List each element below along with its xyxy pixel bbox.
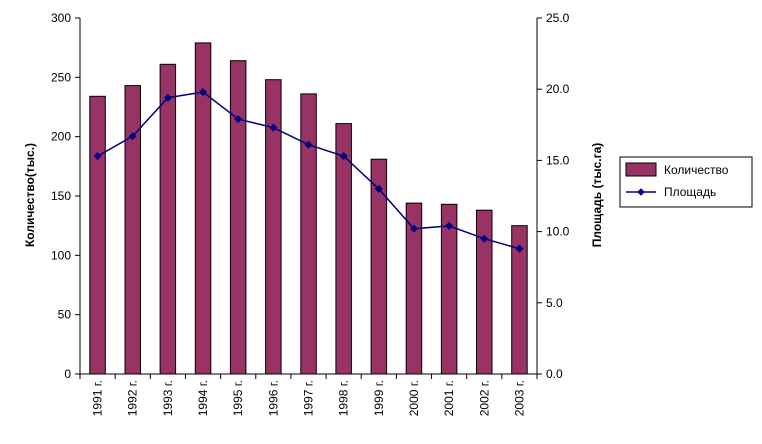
- legend-marker: [637, 188, 645, 196]
- y2-tick-label: 20.0: [546, 82, 570, 96]
- legend-label-line: Площадь: [664, 185, 716, 199]
- line-point: [409, 224, 419, 233]
- bar-series: [89, 42, 528, 375]
- y-tick-label: 300: [51, 11, 71, 25]
- line-point: [480, 234, 489, 243]
- x-tick-label: 2000 г.: [407, 380, 421, 416]
- x-tick-label: 1997 г.: [302, 380, 316, 416]
- legend-label-bars: Количество: [664, 163, 729, 177]
- legend: Количество Площадь: [619, 156, 753, 208]
- y2-tick-label: 15.0: [546, 153, 570, 167]
- bar: [124, 85, 141, 375]
- axes: [75, 17, 542, 379]
- bar: [89, 95, 106, 375]
- line-point: [444, 221, 454, 231]
- x-tick-label: 1994 г.: [196, 380, 210, 416]
- y-tick-label: 200: [51, 130, 71, 144]
- y2-axis-title: Площадь (тыс.га): [590, 143, 604, 248]
- y-tick-label: 250: [51, 70, 71, 84]
- y2-tick-label: 10.0: [546, 225, 570, 239]
- bar: [229, 60, 247, 375]
- line-point: [339, 151, 348, 161]
- line-point: [93, 151, 102, 161]
- line-point: [515, 244, 524, 253]
- x-tick-label: 2003 г.: [512, 380, 526, 416]
- x-tick-label: 1996 г.: [266, 380, 280, 416]
- y-tick-label: 50: [58, 308, 72, 322]
- y2-tick-label: 25.0: [546, 11, 570, 25]
- y-tick-label: 150: [51, 189, 71, 203]
- line-point: [198, 87, 208, 97]
- y-axis-title: Количество(тыс.): [23, 143, 37, 247]
- y-tick-label: 0: [64, 367, 71, 381]
- line-point: [304, 140, 313, 149]
- y2-tick-label: 5.0: [546, 296, 563, 310]
- line-point: [163, 93, 173, 102]
- y-tick-label: 100: [51, 248, 71, 262]
- x-tick-label: 2002 г.: [477, 380, 491, 416]
- x-tick-label: 2001 г.: [442, 380, 456, 416]
- x-tick-label: 1992 г.: [126, 380, 140, 416]
- x-tick-label: 1993 г.: [161, 380, 175, 416]
- y2-tick-label: 0.0: [546, 367, 563, 381]
- legend-swatch-bars: [625, 162, 657, 177]
- line-point: [128, 132, 137, 141]
- x-tick-label: 1998 г.: [337, 380, 351, 416]
- line-point: [374, 184, 383, 194]
- bar: [300, 93, 317, 375]
- bar: [159, 63, 177, 375]
- line-point: [234, 114, 243, 124]
- line-point: [269, 123, 278, 132]
- x-tick-label: 1999 г.: [372, 380, 386, 416]
- x-tick-label: 1995 г.: [231, 380, 245, 416]
- line-series: [93, 87, 524, 253]
- x-tick-label: 1991 г.: [91, 380, 105, 416]
- ticks: 0 50 100 150 200 250 300 0.0 5.0 10.0 15.0 20.0 25.0…: [51, 11, 570, 416]
